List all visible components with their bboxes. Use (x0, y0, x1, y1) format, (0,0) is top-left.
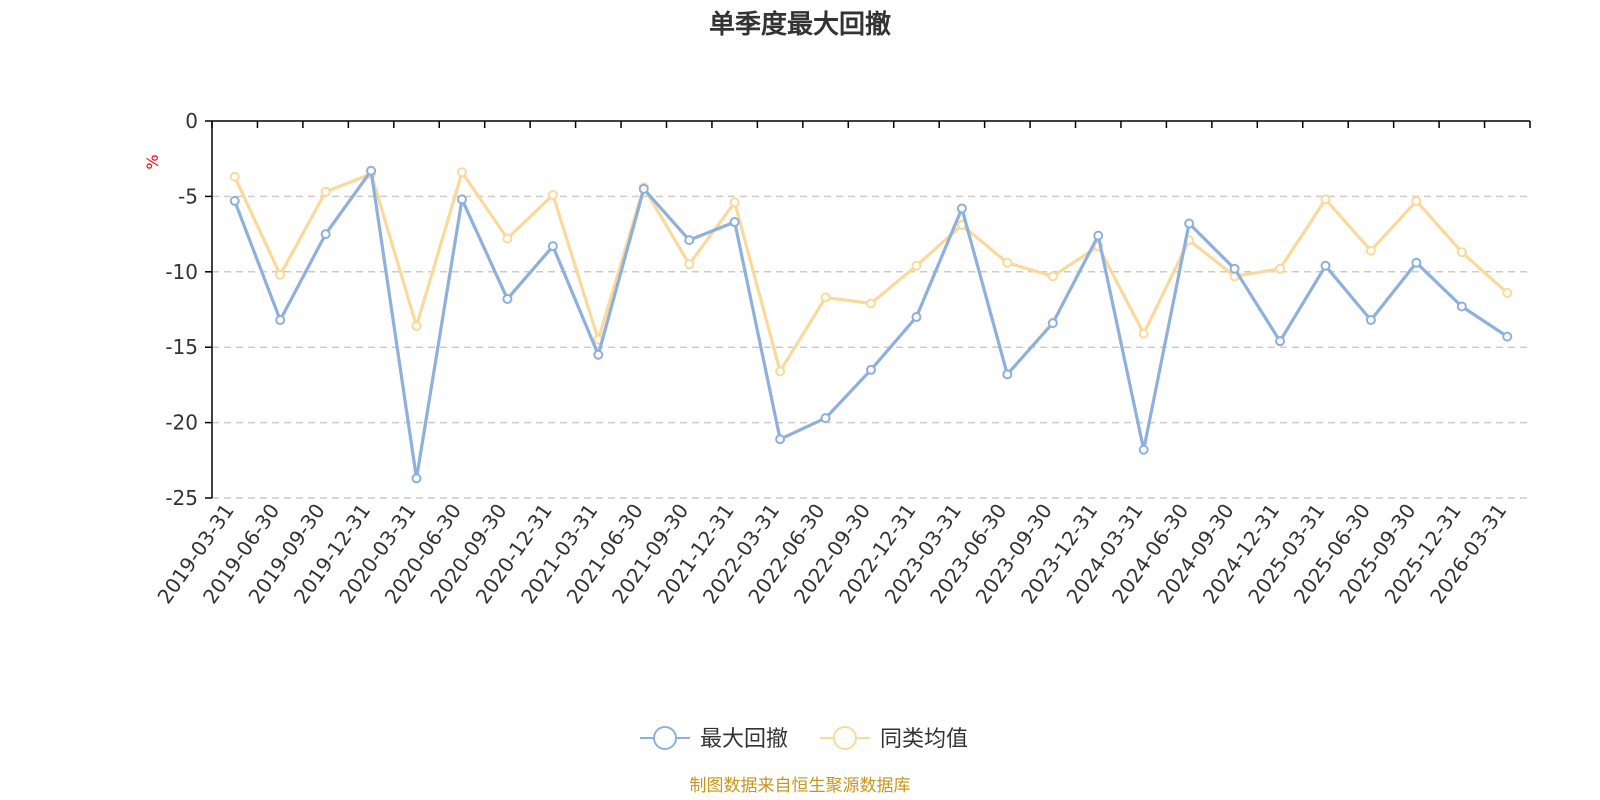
y-axis-unit-label: % (143, 154, 162, 169)
data-point[interactable] (1502, 331, 1513, 342)
data-point[interactable] (1456, 247, 1467, 258)
data-point[interactable] (1320, 260, 1331, 271)
legend-item-2[interactable]: 同类均值 (820, 726, 968, 752)
data-point[interactable] (684, 235, 695, 246)
data-point[interactable] (1502, 287, 1513, 298)
data-point[interactable] (1365, 315, 1376, 326)
data-point[interactable] (547, 241, 558, 252)
y-tick-label: -10 (165, 260, 198, 284)
data-point[interactable] (1138, 444, 1149, 455)
data-point[interactable] (320, 229, 331, 240)
data-point[interactable] (866, 298, 876, 309)
data-point[interactable] (1047, 271, 1058, 282)
data-point[interactable] (547, 189, 558, 200)
data-point[interactable] (911, 312, 922, 323)
data-point[interactable] (229, 171, 240, 182)
data-point[interactable] (1411, 257, 1422, 268)
legend-label: 同类均值 (880, 727, 968, 752)
data-point[interactable] (866, 364, 876, 375)
data-point[interactable] (1229, 263, 1240, 274)
data-point[interactable] (820, 292, 831, 303)
data-point[interactable] (411, 321, 422, 332)
data-point[interactable] (638, 183, 649, 194)
legend-marker-icon (833, 726, 857, 750)
data-point[interactable] (456, 194, 467, 205)
series-line (233, 169, 1509, 480)
data-point[interactable] (502, 233, 513, 244)
y-tick-label: -15 (165, 335, 198, 359)
data-point[interactable] (411, 473, 422, 484)
legend-item-1[interactable]: 最大回撤 (640, 726, 788, 752)
data-point[interactable] (1002, 257, 1013, 268)
data-point[interactable] (1320, 194, 1331, 205)
data-point[interactable] (775, 434, 786, 445)
data-point[interactable] (1456, 301, 1467, 312)
data-point[interactable] (366, 165, 377, 176)
grid-layer (212, 195, 1530, 499)
data-source-note: 制图数据来自恒生聚源数据库 (690, 776, 911, 796)
data-point[interactable] (1275, 336, 1286, 347)
data-point[interactable] (275, 315, 286, 326)
data-point[interactable] (729, 217, 740, 228)
legend-label: 最大回撤 (700, 727, 788, 752)
axis-layer: 0-5-10-15-20-252019-03-312019-06-302019-… (152, 109, 1531, 608)
chart-title: 单季度最大回撤 (709, 9, 891, 40)
data-point[interactable] (820, 413, 831, 424)
data-point[interactable] (1275, 263, 1286, 274)
data-point[interactable] (1411, 195, 1422, 206)
data-point[interactable] (729, 197, 740, 208)
legend-marker-icon (653, 726, 677, 750)
y-tick-label: -20 (165, 411, 198, 435)
data-point[interactable] (775, 366, 786, 377)
data-point[interactable] (1365, 245, 1376, 256)
series-layer (229, 165, 1513, 484)
data-point[interactable] (593, 349, 604, 360)
data-point[interactable] (229, 195, 240, 206)
series-1 (229, 165, 1513, 484)
data-point[interactable] (684, 259, 695, 270)
y-tick-label: 0 (185, 109, 198, 133)
data-point[interactable] (956, 203, 967, 214)
data-point[interactable] (1093, 230, 1104, 241)
data-point[interactable] (911, 260, 922, 271)
y-tick-label: -25 (165, 486, 198, 510)
data-point[interactable] (320, 186, 331, 197)
y-tick-label: -5 (178, 184, 198, 208)
data-point[interactable] (1002, 369, 1013, 380)
legend[interactable]: 最大回撤 同类均值 (640, 726, 968, 752)
data-point[interactable] (1138, 328, 1149, 339)
data-point[interactable] (275, 269, 286, 280)
data-point[interactable] (1047, 318, 1058, 329)
data-point[interactable] (502, 293, 513, 304)
data-point[interactable] (1184, 218, 1195, 229)
data-point[interactable] (456, 167, 467, 178)
